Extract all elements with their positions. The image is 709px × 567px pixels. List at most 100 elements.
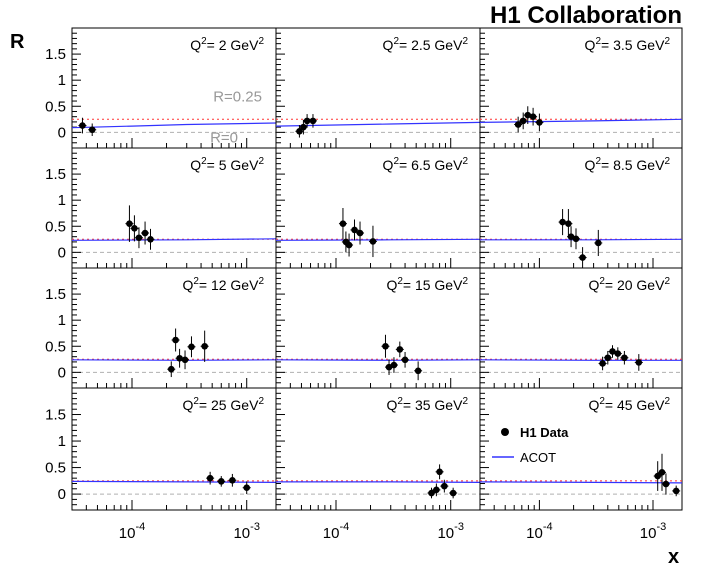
q-symbol: Q — [588, 277, 599, 293]
data-point — [147, 236, 154, 243]
y-tick-label: 0.5 — [45, 460, 66, 477]
x-tick-base: 10 — [119, 525, 136, 542]
q2-value: = 8.5 GeV — [601, 157, 665, 173]
data-point — [559, 218, 566, 226]
q2-value: = 3.5 GeV — [601, 37, 665, 53]
q-symbol: Q — [386, 277, 397, 293]
q-symbol: Q — [588, 397, 599, 413]
x-tick-exp: -3 — [656, 521, 666, 533]
q2-value: = 5 GeV — [207, 157, 259, 173]
x-tick-label: 10-3 — [233, 521, 259, 542]
data-point — [88, 126, 96, 134]
unit-exponent: 2 — [462, 156, 468, 167]
panel-q2-label: Q2= 35 GeV2 — [386, 396, 468, 413]
acot-curve — [275, 359, 481, 361]
q2-value: = 6.5 GeV — [399, 157, 463, 173]
unit-exponent: 2 — [462, 396, 468, 407]
data-point — [579, 254, 586, 261]
data-point — [433, 486, 440, 494]
unit-exponent: 2 — [258, 396, 264, 407]
q-symbol: Q — [383, 37, 394, 53]
data-point — [188, 343, 195, 351]
x-tick-label: 10-4 — [119, 521, 145, 542]
data-point — [390, 361, 398, 369]
x-tick-base: 10 — [323, 525, 340, 542]
q-exponent: 2 — [599, 276, 605, 287]
data-point — [565, 220, 572, 227]
q-symbol: Q — [190, 37, 201, 53]
data-point — [599, 360, 606, 367]
q-exponent: 2 — [397, 396, 403, 407]
q-symbol: Q — [190, 157, 201, 173]
data-point — [309, 117, 317, 125]
q2-value: = 45 GeV — [605, 397, 665, 413]
data-point — [621, 354, 628, 362]
data-point — [654, 472, 662, 480]
data-point — [414, 367, 422, 375]
data-point — [672, 487, 680, 495]
y-tick-label: 1 — [58, 192, 66, 209]
y-tick-label: 0 — [58, 486, 66, 503]
y-axis-label: R — [10, 31, 25, 53]
y-tick-label: 0.5 — [45, 218, 66, 235]
data-point — [536, 119, 543, 126]
panel-q2-10: Q2= 35 GeV2 10-4 10-3 — [275, 387, 481, 542]
q2-value: = 15 GeV — [403, 277, 463, 293]
data-point — [572, 235, 580, 243]
data-point — [604, 354, 612, 362]
data-point — [441, 482, 448, 490]
q2-value: = 25 GeV — [199, 397, 259, 413]
x-tick-exp: -3 — [454, 521, 464, 533]
panel-q2-5: Q2= 8.5 GeV2 — [479, 147, 683, 269]
q-symbol: Q — [383, 157, 394, 173]
unit-exponent: 2 — [258, 36, 264, 47]
annotation-r025: R=0.25 — [213, 88, 262, 105]
data-point — [296, 128, 303, 135]
q2-value: = 35 GeV — [403, 397, 463, 413]
q2-value: = 12 GeV — [199, 277, 259, 293]
panel-q2-label: Q2= 45 GeV2 — [588, 396, 670, 413]
q-exponent: 2 — [393, 36, 399, 47]
data-point — [135, 234, 143, 242]
x-tick-exp: -4 — [135, 521, 145, 533]
y-tick-label: 1 — [58, 72, 66, 89]
unit-exponent: 2 — [664, 396, 670, 407]
data-point — [351, 226, 358, 234]
data-point — [436, 468, 443, 476]
y-tick-label: 0 — [58, 124, 66, 141]
panel-frame — [479, 387, 683, 511]
data-point — [300, 123, 307, 131]
x-tick-label: 10-4 — [526, 521, 552, 542]
x-tick-exp: -4 — [339, 521, 349, 533]
q-exponent: 2 — [193, 396, 199, 407]
q-exponent: 2 — [201, 36, 207, 47]
collaboration-title: H1 Collaboration — [490, 2, 682, 29]
panel-q2-label: Q2= 2.5 GeV2 — [383, 36, 469, 53]
data-point — [449, 489, 457, 497]
acot-curve — [71, 238, 277, 241]
q2-value: = 20 GeV — [605, 277, 665, 293]
unit-exponent: 2 — [258, 276, 264, 287]
panel-q2-label: Q2= 25 GeV2 — [182, 396, 264, 413]
y-tick-label: 1.5 — [45, 46, 66, 63]
y-tick-label: 0 — [58, 244, 66, 261]
panel-q2-label: Q2= 2 GeV2 — [190, 36, 264, 53]
panel-q2-label: Q2= 12 GeV2 — [182, 276, 264, 293]
x-tick-label: 10-3 — [437, 521, 463, 542]
unit-exponent: 2 — [462, 36, 468, 47]
data-point — [206, 474, 214, 482]
data-point — [345, 241, 353, 249]
acot-curve — [275, 238, 481, 241]
q-exponent: 2 — [595, 36, 601, 47]
data-point — [126, 220, 133, 227]
legend-label-data: H1 Data — [520, 425, 569, 440]
y-tick-label: 0.5 — [45, 338, 66, 355]
panel-q2-label: Q2= 5 GeV2 — [190, 156, 264, 173]
panel-q2-label: Q2= 8.5 GeV2 — [585, 156, 671, 173]
acot-curve — [480, 238, 683, 241]
x-tick-label: 10-3 — [640, 521, 666, 542]
